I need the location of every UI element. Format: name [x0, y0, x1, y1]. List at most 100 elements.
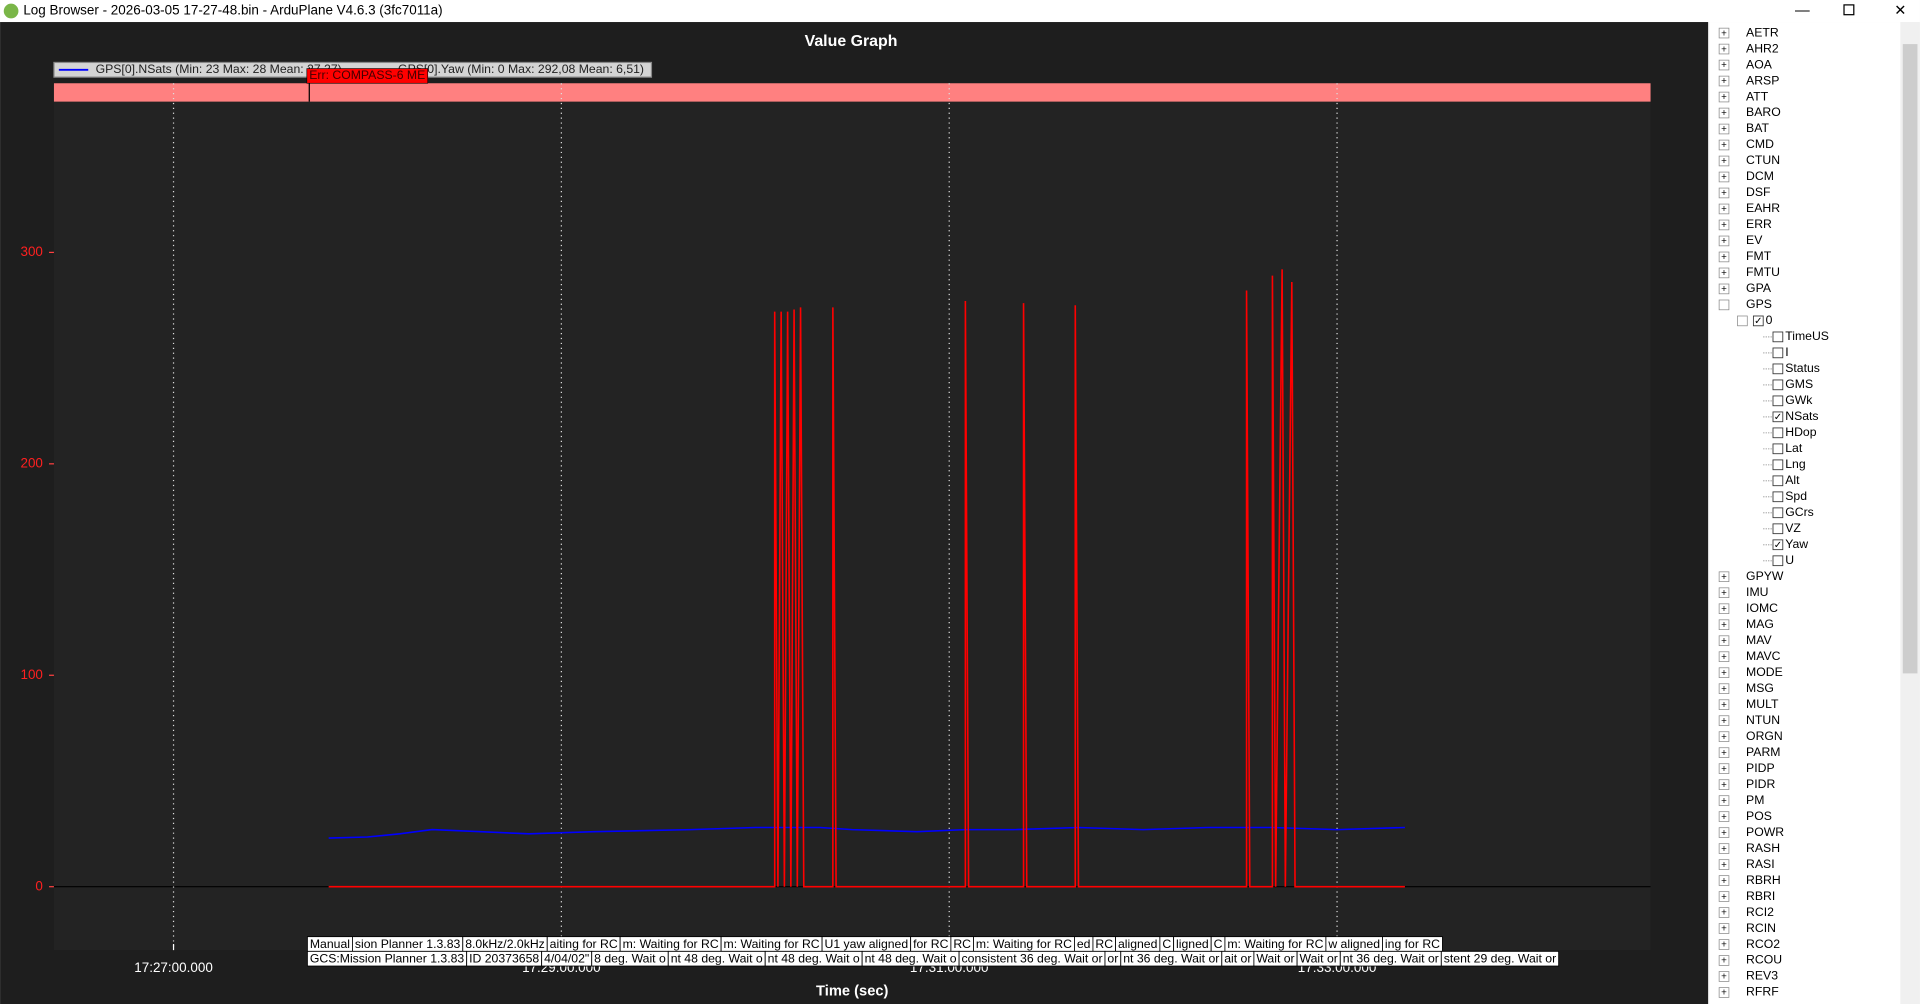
tree-node[interactable]: ERR [1746, 217, 1772, 231]
restore-button[interactable] [1843, 4, 1855, 16]
expand-box[interactable] [1718, 571, 1730, 583]
tree-node[interactable]: ATT [1746, 89, 1769, 103]
checkbox[interactable] [1772, 507, 1784, 519]
tree-node[interactable]: RCIN [1746, 921, 1776, 935]
expand-box[interactable] [1718, 811, 1730, 822]
expand-box[interactable] [1718, 667, 1730, 678]
expand-box[interactable] [1718, 779, 1730, 790]
expand-box[interactable] [1718, 139, 1730, 151]
checkbox[interactable] [1772, 411, 1784, 423]
expand-box[interactable] [1718, 843, 1730, 854]
expand-box[interactable] [1718, 171, 1730, 183]
tree-node[interactable]: CMD [1746, 137, 1774, 151]
expand-box[interactable] [1718, 747, 1730, 758]
expand-box[interactable] [1718, 683, 1730, 694]
tree-node[interactable]: PIDP [1746, 761, 1775, 775]
tree-node[interactable]: MAG [1746, 617, 1774, 631]
checkbox[interactable] [1772, 347, 1784, 359]
expand-box[interactable] [1718, 891, 1730, 902]
expand-box[interactable] [1718, 187, 1730, 199]
expand-box[interactable] [1718, 715, 1730, 726]
tree-node[interactable]: RBRI [1746, 889, 1775, 903]
checkbox[interactable] [1772, 459, 1784, 471]
tree-node[interactable]: RASI [1746, 857, 1775, 871]
expand-box[interactable] [1718, 859, 1730, 870]
tree-node[interactable]: RCOU [1746, 953, 1782, 967]
checkbox[interactable] [1772, 555, 1784, 567]
expand-box[interactable] [1718, 43, 1730, 55]
expand-box[interactable] [1718, 795, 1730, 806]
tree-node[interactable]: RCO2 [1746, 937, 1780, 951]
tree-node[interactable]: AHR2 [1746, 41, 1779, 55]
tree-node[interactable]: DSF [1746, 185, 1770, 199]
expand-box[interactable] [1718, 251, 1730, 263]
expand-box[interactable] [1718, 155, 1730, 167]
minimize-button[interactable]: — [1795, 3, 1810, 19]
tree-node[interactable]: IOMC [1746, 601, 1778, 615]
expand-box[interactable] [1718, 123, 1730, 135]
expand-box[interactable] [1718, 907, 1730, 918]
checkbox[interactable] [1772, 395, 1784, 407]
checkbox[interactable] [1772, 427, 1784, 439]
tree-node[interactable]: PARM [1746, 745, 1780, 759]
tree-node[interactable]: ARSP [1746, 73, 1779, 87]
tree-node[interactable]: AOA [1746, 57, 1773, 71]
tree-node[interactable]: MULT [1746, 697, 1779, 711]
close-button[interactable]: ✕ [1894, 3, 1906, 19]
expand-box[interactable] [1718, 235, 1730, 247]
tree-node[interactable]: ORGN [1746, 729, 1783, 743]
tree-node[interactable]: MSG [1746, 681, 1774, 695]
tree-node[interactable]: BARO [1746, 105, 1781, 119]
tree-node[interactable]: PM [1746, 793, 1764, 807]
tree-node[interactable]: FMT [1746, 249, 1772, 263]
checkbox[interactable] [1772, 363, 1784, 375]
expand-box[interactable] [1718, 283, 1730, 295]
expand-box[interactable] [1718, 971, 1730, 982]
expand-box[interactable] [1718, 27, 1730, 39]
expand-box[interactable] [1718, 75, 1730, 87]
expand-box[interactable] [1718, 923, 1730, 934]
checkbox[interactable] [1772, 443, 1784, 455]
expand-box[interactable] [1718, 635, 1730, 646]
checkbox[interactable] [1772, 491, 1784, 503]
expand-box[interactable] [1718, 763, 1730, 774]
expand-box[interactable] [1718, 219, 1730, 231]
tree-node[interactable]: MAVC [1746, 649, 1781, 663]
tree-node[interactable]: NTUN [1746, 713, 1780, 727]
tree-node[interactable]: RBRH [1746, 873, 1781, 887]
checkbox[interactable] [1772, 379, 1784, 391]
tree-node[interactable]: FMTU [1746, 265, 1780, 279]
expand-box[interactable] [1718, 619, 1730, 630]
tree-node[interactable]: RASH [1746, 841, 1780, 855]
tree-node[interactable]: MAV [1746, 633, 1772, 647]
expand-box[interactable] [1718, 267, 1730, 279]
tree-node[interactable]: DCM [1746, 169, 1774, 183]
tree-node[interactable]: RCI2 [1746, 905, 1774, 919]
tree-node[interactable]: CTUN [1746, 153, 1780, 167]
scrollbar-thumb[interactable] [1902, 44, 1918, 674]
expand-box[interactable] [1718, 987, 1730, 998]
expand-box[interactable] [1718, 651, 1730, 662]
tree-node[interactable]: BAT [1746, 121, 1769, 135]
tree-node[interactable]: GPYW [1746, 569, 1784, 583]
expand-box[interactable] [1718, 955, 1730, 966]
expand-box[interactable] [1718, 603, 1730, 614]
tree-node[interactable]: EV [1746, 233, 1763, 247]
tree-node[interactable]: POS [1746, 809, 1772, 823]
tree-node[interactable]: POWR [1746, 825, 1784, 839]
expand-box[interactable] [1718, 731, 1730, 742]
expand-box[interactable] [1718, 59, 1730, 71]
expand-box[interactable] [1718, 587, 1730, 598]
checkbox[interactable] [1772, 475, 1784, 487]
expand-box[interactable] [1718, 939, 1730, 950]
expand-box[interactable] [1718, 203, 1730, 215]
expand-box[interactable] [1718, 875, 1730, 886]
expand-box[interactable] [1718, 699, 1730, 710]
tree-node[interactable]: MODE [1746, 665, 1783, 679]
tree-node[interactable]: REV3 [1746, 969, 1778, 983]
checkbox[interactable] [1772, 523, 1784, 535]
tree-node[interactable]: AETR [1746, 25, 1779, 39]
tree-node[interactable]: GPA [1746, 281, 1772, 295]
checkbox[interactable] [1772, 331, 1784, 343]
checkbox[interactable] [1772, 539, 1784, 551]
